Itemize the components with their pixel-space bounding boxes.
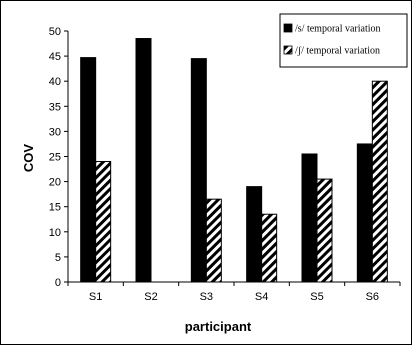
x-tick-label: S1 (89, 291, 102, 303)
x-tick-label: S3 (200, 291, 213, 303)
y-tick-label: 45 (49, 51, 61, 63)
bar-s-S6 (356, 143, 373, 283)
legend-swatch-hatch (283, 45, 293, 55)
bar-sh-S4 (261, 213, 278, 283)
x-axis-label: participant (185, 319, 252, 334)
bar-s-S5 (301, 153, 318, 283)
bar-s-S1 (80, 57, 97, 283)
y-tick-label: 5 (55, 252, 61, 264)
legend: /s/ temporal variation /ʃ/ temporal vari… (279, 13, 408, 68)
y-tick-label: 50 (49, 26, 61, 38)
y-tick-label: 20 (49, 177, 61, 189)
y-tick-label: 0 (55, 277, 61, 289)
y-tick-label: 25 (49, 152, 61, 164)
y-tick-label: 35 (49, 101, 61, 113)
bar-sh-S1 (95, 161, 112, 283)
bar-s-S2 (135, 38, 152, 283)
bar-sh-S3 (205, 198, 222, 283)
bars (80, 38, 388, 283)
y-tick-label: 40 (49, 76, 61, 88)
bar-s-S3 (190, 58, 207, 283)
x-tick-label: S6 (366, 291, 379, 303)
x-tick-label: S4 (255, 291, 268, 303)
bar-sh-S6 (371, 80, 388, 283)
y-tick-label: 10 (49, 227, 61, 239)
legend-swatch-solid (283, 23, 293, 33)
legend-box (279, 13, 408, 68)
y-tick-label: 30 (49, 126, 61, 138)
x-tick-label: S5 (310, 291, 323, 303)
bar-sh-S5 (316, 178, 333, 283)
legend-label-s: /s/ temporal variation (295, 24, 381, 35)
axes (64, 30, 401, 286)
bar-s-S4 (246, 186, 263, 283)
tick-labels: 0 5 10 15 20 25 30 35 40 45 50 S1 S2 S3 S4 S5 S6 (49, 26, 379, 303)
y-axis-label: COV (21, 144, 36, 173)
x-tick-label: S2 (144, 291, 157, 303)
legend-label-sh: /ʃ/ temporal variation (295, 46, 380, 57)
y-tick-label: 15 (49, 202, 61, 214)
